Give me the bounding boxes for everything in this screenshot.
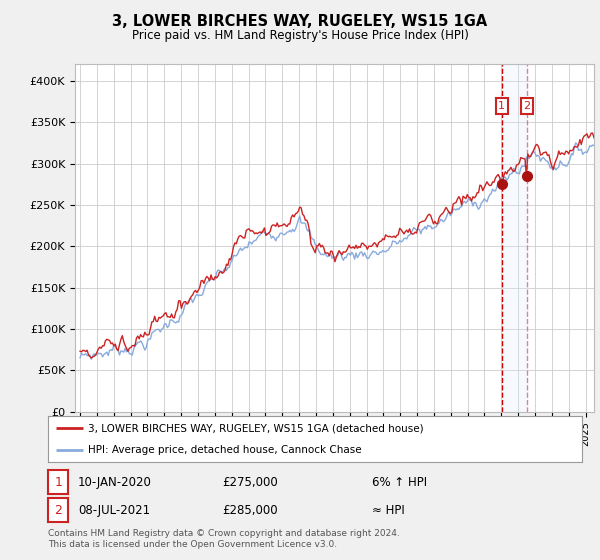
Text: £275,000: £275,000	[222, 475, 278, 489]
Text: 10-JAN-2020: 10-JAN-2020	[78, 475, 152, 489]
Text: Price paid vs. HM Land Registry's House Price Index (HPI): Price paid vs. HM Land Registry's House …	[131, 29, 469, 42]
Text: 3, LOWER BIRCHES WAY, RUGELEY, WS15 1GA: 3, LOWER BIRCHES WAY, RUGELEY, WS15 1GA	[112, 14, 488, 29]
Text: 1: 1	[54, 475, 62, 489]
Text: Contains HM Land Registry data © Crown copyright and database right 2024.
This d: Contains HM Land Registry data © Crown c…	[48, 529, 400, 549]
Text: 08-JUL-2021: 08-JUL-2021	[78, 503, 150, 517]
Bar	[502, 64, 527, 412]
Text: 2: 2	[54, 503, 62, 517]
Text: HPI: Average price, detached house, Cannock Chase: HPI: Average price, detached house, Cann…	[88, 445, 362, 455]
Text: 6% ↑ HPI: 6% ↑ HPI	[372, 475, 427, 489]
Text: 3, LOWER BIRCHES WAY, RUGELEY, WS15 1GA (detached house): 3, LOWER BIRCHES WAY, RUGELEY, WS15 1GA …	[88, 423, 424, 433]
Text: 1: 1	[499, 101, 505, 111]
Text: £285,000: £285,000	[222, 503, 278, 517]
Text: 2: 2	[524, 101, 530, 111]
Text: ≈ HPI: ≈ HPI	[372, 503, 405, 517]
